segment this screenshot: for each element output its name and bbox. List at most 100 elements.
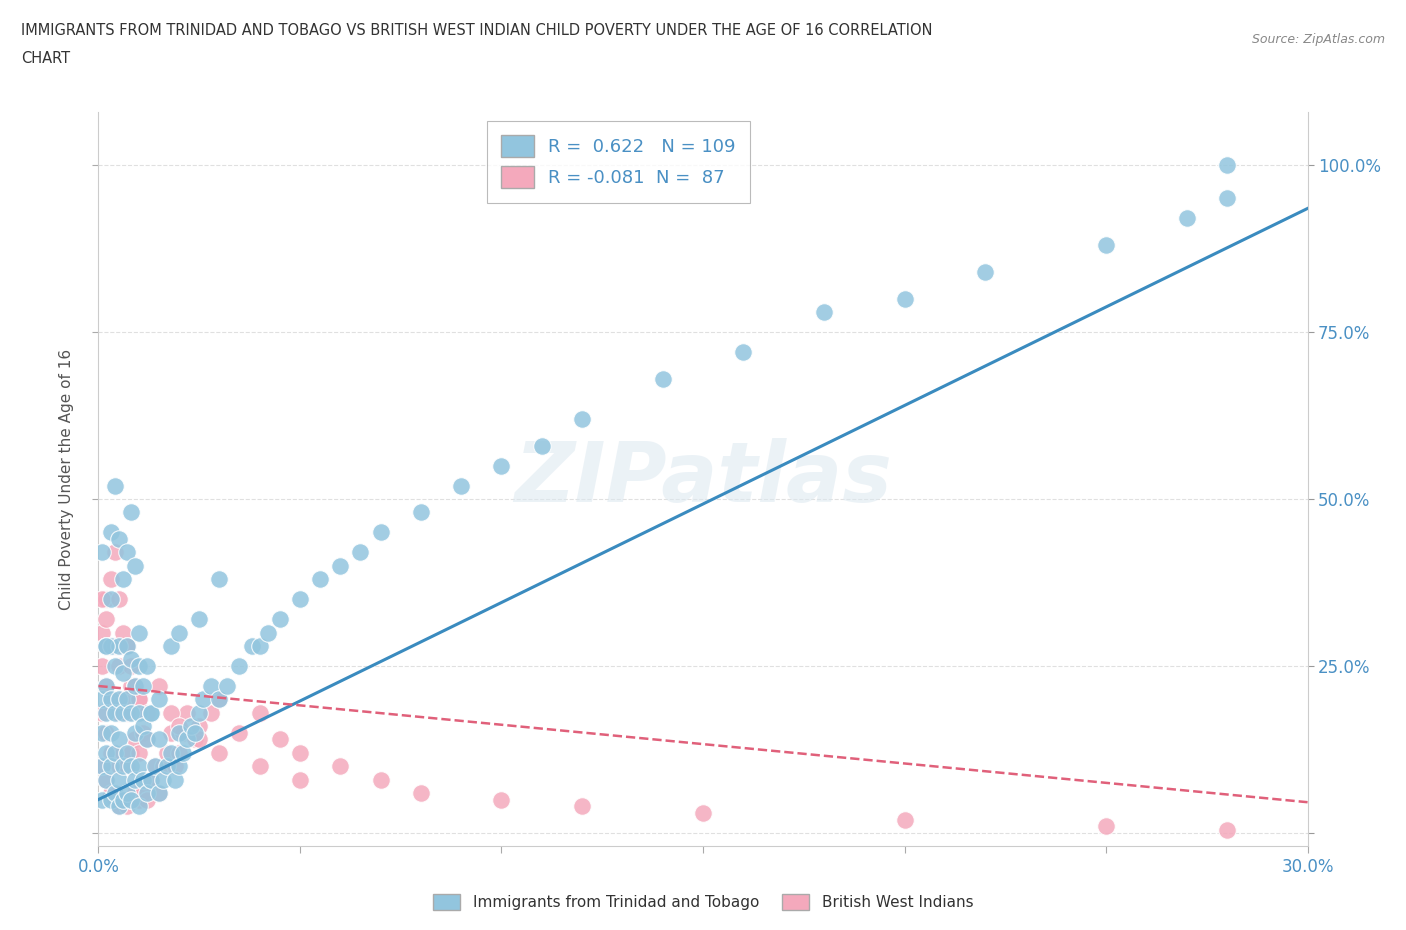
Point [143, 759, 166, 774]
Point [1095, 818, 1118, 833]
Point [115, 799, 138, 814]
Point [96, 679, 118, 694]
Point [491, 792, 513, 807]
Point [100, 745, 122, 760]
Point [450, 478, 472, 493]
Point [160, 725, 183, 740]
Point [167, 759, 190, 774]
Point [163, 759, 186, 774]
Point [128, 759, 150, 774]
Point [115, 705, 138, 720]
Point [100, 572, 122, 587]
Point [974, 264, 997, 279]
Point [103, 639, 125, 654]
Point [1216, 822, 1239, 837]
Point [288, 591, 311, 606]
Point [115, 745, 138, 760]
Point [651, 371, 673, 386]
Point [96, 705, 118, 720]
Point [1175, 211, 1198, 226]
Point [100, 692, 122, 707]
Point [103, 478, 125, 493]
Point [111, 639, 134, 654]
Text: CHART: CHART [21, 51, 70, 66]
Point [135, 792, 157, 807]
Point [148, 679, 170, 694]
Point [115, 639, 138, 654]
Point [156, 759, 179, 774]
Point [132, 725, 155, 740]
Point [200, 705, 222, 720]
Point [100, 692, 122, 707]
Point [107, 799, 129, 814]
Point [91, 792, 114, 807]
Point [329, 558, 352, 573]
Point [135, 732, 157, 747]
Point [96, 772, 118, 787]
Point [103, 692, 125, 707]
Point [111, 792, 134, 807]
Point [208, 692, 231, 707]
Point [228, 658, 250, 673]
Point [143, 759, 166, 774]
Point [188, 732, 211, 747]
Point [124, 772, 146, 787]
Point [100, 725, 122, 740]
Point [120, 792, 142, 807]
Point [132, 786, 155, 801]
Point [1216, 191, 1239, 206]
Point [370, 772, 392, 787]
Point [111, 665, 134, 680]
Point [96, 725, 118, 740]
Point [249, 705, 271, 720]
Point [103, 705, 125, 720]
Point [115, 786, 138, 801]
Point [107, 732, 129, 747]
Point [135, 732, 157, 747]
Point [256, 625, 278, 640]
Point [128, 692, 150, 707]
Point [208, 572, 231, 587]
Point [103, 786, 125, 801]
Point [111, 745, 134, 760]
Point [208, 745, 231, 760]
Point [139, 705, 162, 720]
Point [124, 558, 146, 573]
Point [91, 625, 114, 640]
Point [115, 545, 138, 560]
Point [228, 725, 250, 740]
Point [160, 639, 183, 654]
Point [148, 786, 170, 801]
Point [249, 639, 271, 654]
Point [349, 545, 371, 560]
Point [111, 705, 134, 720]
Point [288, 745, 311, 760]
Point [128, 799, 150, 814]
Point [100, 786, 122, 801]
Point [188, 719, 211, 734]
Point [96, 745, 118, 760]
Point [107, 705, 129, 720]
Point [96, 591, 118, 606]
Point [107, 591, 129, 606]
Point [167, 625, 190, 640]
Point [96, 639, 118, 654]
Point [124, 679, 146, 694]
Point [96, 639, 118, 654]
Point [193, 692, 215, 707]
Point [180, 719, 202, 734]
Point [128, 745, 150, 760]
Y-axis label: Child Poverty Under the Age of 16: Child Poverty Under the Age of 16 [59, 349, 75, 609]
Text: ZIPatlas: ZIPatlas [515, 438, 891, 520]
Point [139, 705, 162, 720]
Point [160, 745, 183, 760]
Point [120, 745, 142, 760]
Point [1216, 157, 1239, 172]
Point [893, 812, 915, 827]
Point [135, 705, 157, 720]
Point [128, 692, 150, 707]
Point [111, 759, 134, 774]
Point [148, 692, 170, 707]
Point [103, 545, 125, 560]
Point [111, 625, 134, 640]
